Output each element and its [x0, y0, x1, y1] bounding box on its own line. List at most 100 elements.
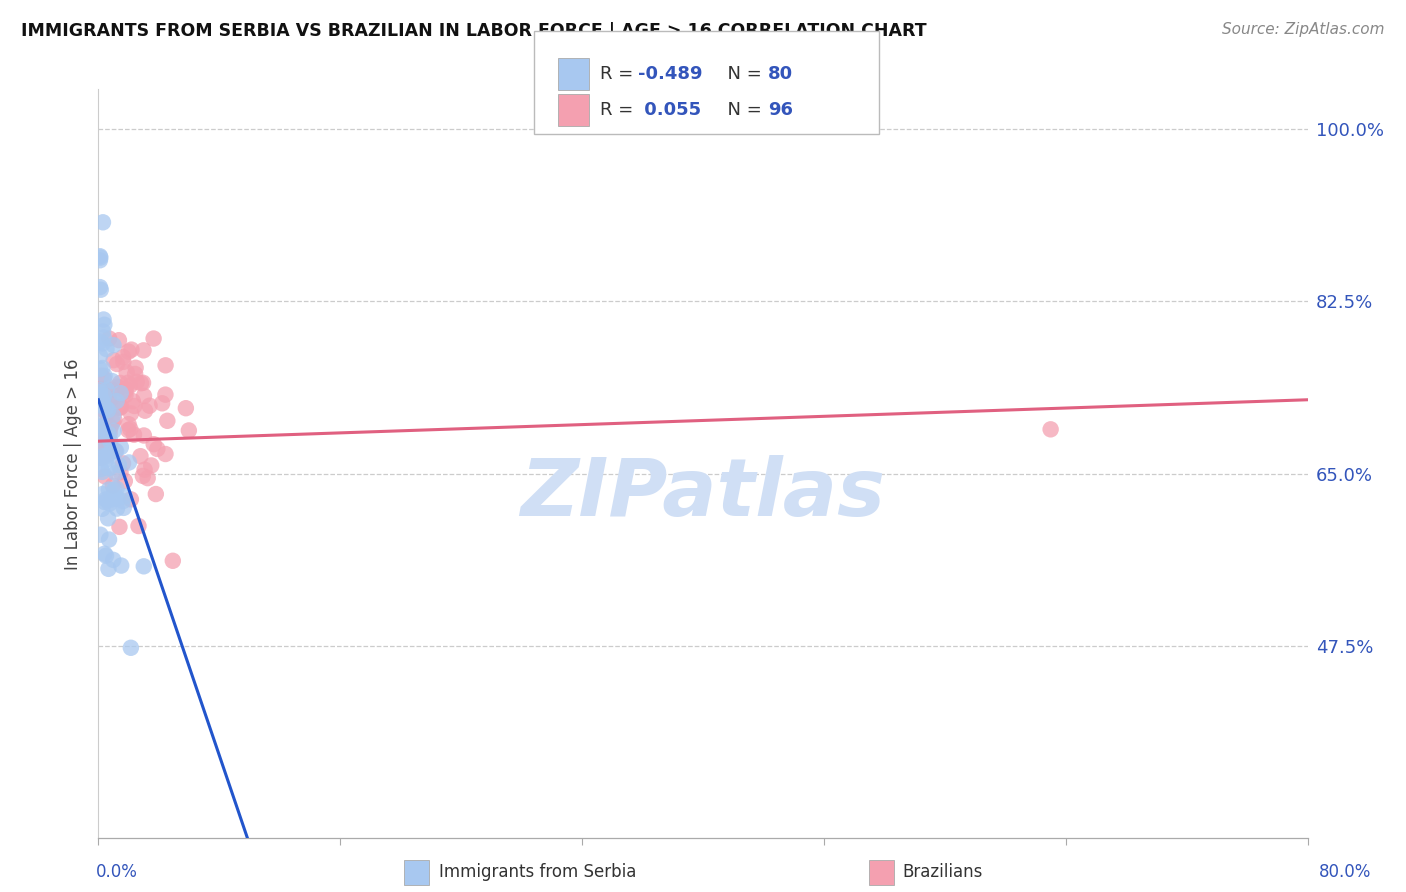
Point: [91, 465, 114, 479]
Point: [108, 333, 131, 347]
Text: N =: N =: [716, 65, 768, 83]
Point: [89, 422, 111, 436]
Point: [93, 318, 115, 332]
Point: [98, 332, 121, 346]
Point: [89, 527, 111, 541]
Text: Source: ZipAtlas.com: Source: ZipAtlas.com: [1222, 22, 1385, 37]
Point: [89, 425, 111, 440]
Point: [141, 458, 163, 473]
Point: [105, 357, 128, 371]
Point: [108, 381, 131, 395]
Point: [120, 640, 142, 655]
Point: [114, 489, 136, 503]
Point: [91, 215, 114, 229]
Point: [91, 487, 114, 501]
Point: [115, 382, 138, 396]
Point: [93, 312, 115, 326]
Point: [97, 435, 120, 450]
Point: [177, 424, 200, 438]
Point: [89, 349, 111, 363]
Point: [117, 344, 139, 359]
Point: [91, 325, 114, 339]
Point: [112, 500, 135, 515]
Point: [98, 461, 121, 475]
Point: [89, 362, 111, 376]
Point: [97, 432, 120, 446]
Point: [90, 385, 112, 400]
Point: [90, 397, 112, 411]
Point: [103, 424, 125, 438]
Point: [89, 253, 111, 268]
Point: [110, 440, 132, 454]
Point: [120, 343, 142, 357]
Text: 80: 80: [768, 65, 793, 83]
Point: [91, 393, 114, 408]
Point: [118, 378, 141, 392]
Point: [112, 494, 135, 508]
Point: [90, 442, 112, 457]
Point: [156, 414, 179, 428]
Point: [134, 403, 156, 417]
Point: [112, 350, 135, 364]
Point: [91, 398, 114, 412]
Point: [97, 403, 120, 417]
Point: [155, 387, 177, 401]
Point: [91, 400, 114, 414]
Point: [103, 483, 125, 497]
Point: [91, 395, 114, 409]
Point: [112, 456, 135, 470]
Point: [97, 483, 120, 497]
Point: [103, 553, 125, 567]
Point: [90, 450, 112, 465]
Point: [97, 392, 120, 407]
Point: [105, 394, 128, 409]
Point: [93, 371, 115, 385]
Point: [129, 449, 152, 463]
Point: [108, 458, 131, 472]
Point: [97, 511, 120, 525]
Point: [98, 420, 121, 434]
Point: [89, 280, 111, 294]
Point: [105, 501, 128, 516]
Point: [93, 418, 115, 433]
Point: [132, 469, 155, 483]
Point: [96, 447, 118, 461]
Point: [150, 396, 173, 410]
Point: [94, 492, 117, 507]
Point: [103, 412, 125, 426]
Point: [101, 409, 124, 423]
Point: [124, 399, 146, 413]
Point: [91, 336, 114, 351]
Point: [89, 397, 111, 411]
Text: ZIPatlas: ZIPatlas: [520, 455, 886, 533]
Y-axis label: In Labor Force | Age > 16: In Labor Force | Age > 16: [65, 358, 83, 570]
Point: [93, 547, 115, 561]
Text: -0.489: -0.489: [638, 65, 703, 83]
Point: [132, 428, 155, 442]
Text: 0.0%: 0.0%: [96, 863, 138, 881]
Text: 96: 96: [768, 101, 793, 119]
Point: [114, 384, 136, 399]
Point: [100, 445, 122, 459]
Point: [100, 383, 122, 397]
Point: [89, 383, 111, 397]
Point: [91, 501, 114, 516]
Point: [98, 497, 121, 511]
Point: [104, 444, 127, 458]
Point: [132, 389, 155, 403]
Text: R =: R =: [600, 65, 640, 83]
Point: [94, 469, 117, 483]
Point: [125, 375, 148, 389]
Point: [110, 465, 132, 479]
Point: [94, 401, 117, 416]
Point: [138, 399, 160, 413]
Point: [90, 462, 112, 476]
Text: IMMIGRANTS FROM SERBIA VS BRAZILIAN IN LABOR FORCE | AGE > 16 CORRELATION CHART: IMMIGRANTS FROM SERBIA VS BRAZILIAN IN L…: [21, 22, 927, 40]
Point: [91, 382, 114, 396]
Point: [132, 376, 155, 390]
Point: [162, 554, 184, 568]
Point: [120, 407, 142, 421]
Text: Immigrants from Serbia: Immigrants from Serbia: [439, 863, 636, 881]
Point: [93, 425, 115, 440]
Point: [134, 463, 156, 477]
